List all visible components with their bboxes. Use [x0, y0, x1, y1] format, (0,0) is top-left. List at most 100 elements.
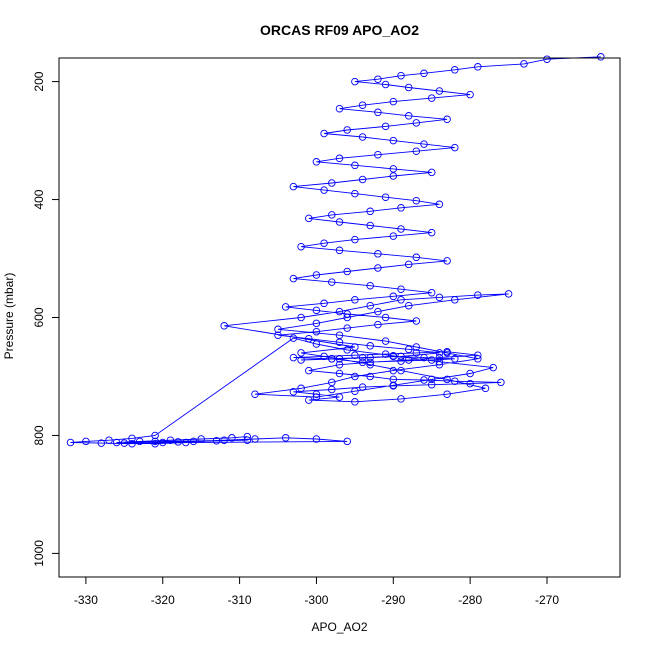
data-point [420, 353, 428, 362]
data-point [289, 388, 298, 396]
x-tick-label: -330 [74, 593, 98, 607]
data-point [374, 250, 382, 258]
y-tick-label: 200 [32, 71, 46, 91]
data-point [520, 60, 528, 68]
data-point [297, 356, 305, 364]
data-point [597, 53, 605, 61]
x-axis-label: APO_AO2 [311, 620, 367, 634]
data-point [274, 325, 282, 334]
data-point [366, 207, 374, 216]
data-point [312, 327, 321, 336]
data-point [435, 349, 444, 357]
data-point [335, 246, 344, 255]
data-point [451, 296, 459, 304]
data-point [374, 108, 382, 117]
data-point [151, 437, 159, 446]
data-point [481, 384, 490, 393]
data-point [374, 264, 382, 272]
data-point [397, 352, 405, 361]
data-point [427, 380, 436, 389]
data-point [474, 63, 482, 71]
data-point [427, 288, 436, 297]
data-point [358, 358, 367, 367]
data-point [404, 301, 413, 310]
data-point [374, 320, 382, 329]
data-point [404, 112, 413, 120]
y-tick-label: 600 [32, 307, 46, 327]
data-point [412, 196, 421, 205]
data-point [128, 439, 136, 448]
data-point [335, 104, 344, 113]
data-point [435, 200, 444, 209]
data-point [312, 390, 321, 398]
data-point [281, 303, 290, 311]
data-point [443, 375, 451, 384]
data-point [397, 395, 405, 403]
data-point [389, 172, 398, 180]
x-tick-label: -280 [458, 593, 482, 607]
data-point [281, 434, 290, 442]
data-point [320, 352, 328, 361]
data-point [335, 393, 344, 401]
data-point [297, 313, 305, 322]
data-point [374, 75, 382, 83]
data-point [381, 337, 390, 345]
data-point [351, 343, 359, 351]
data-point [351, 372, 359, 381]
data-point [389, 366, 398, 375]
data-point [366, 301, 374, 310]
data-point [404, 345, 413, 354]
data-point [120, 439, 129, 447]
data-point [343, 324, 351, 332]
data-point [451, 377, 459, 385]
chart-title: ORCAS RF09 APO_AO2 [260, 22, 419, 38]
data-point [66, 438, 75, 447]
data-point [366, 281, 374, 290]
y-axis-label: Pressure (mbar) [2, 273, 16, 360]
data-point [343, 346, 351, 354]
data-point [312, 393, 321, 401]
data-point [389, 292, 398, 301]
data-point [305, 334, 313, 343]
data-point [474, 291, 482, 299]
data-point [335, 338, 344, 347]
y-tick-label: 400 [32, 189, 46, 209]
data-point [151, 439, 159, 448]
data-point [397, 225, 405, 233]
data-point [466, 379, 474, 388]
data-point [220, 322, 228, 330]
data-point [397, 71, 405, 80]
data-point [197, 435, 205, 443]
data-point [328, 355, 336, 363]
data-point [312, 271, 321, 279]
data-point [366, 358, 374, 367]
data-point [297, 349, 305, 357]
y-tick-label: 1000 [32, 540, 46, 567]
data-point [435, 353, 444, 362]
data-point [243, 432, 252, 441]
data-point [389, 97, 398, 106]
data-point [189, 437, 198, 446]
data-point [351, 398, 359, 406]
data-point [474, 351, 482, 359]
data-point [466, 90, 474, 99]
data-point [412, 147, 421, 155]
data-point [397, 366, 405, 375]
data-point [489, 363, 497, 372]
data-point [443, 390, 451, 398]
data-point [335, 360, 344, 369]
data-point [443, 115, 451, 124]
data-point [351, 235, 359, 244]
data-point [389, 352, 398, 360]
data-point [389, 381, 398, 390]
data-point [166, 436, 175, 444]
data-point [497, 378, 505, 387]
data-point [312, 306, 321, 315]
data-point [182, 438, 190, 447]
x-tick-label: -290 [381, 593, 405, 607]
data-point [105, 436, 113, 444]
data-point [335, 218, 344, 226]
axes-layer: -330 -320 -310 -300 -290 -280 -270 200 400 600 800… [32, 71, 559, 607]
data-point [435, 293, 444, 302]
data-point [312, 319, 321, 328]
